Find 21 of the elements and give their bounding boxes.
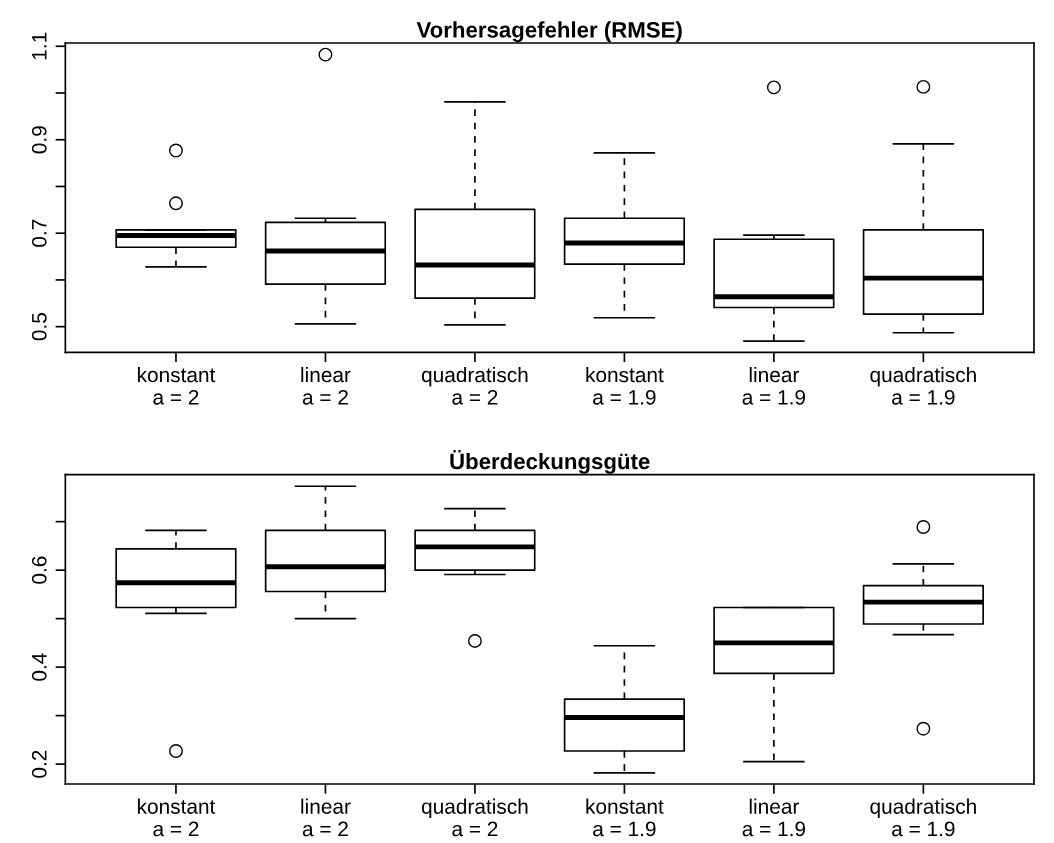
x-tick-label: konstant a = 2 [137, 798, 216, 837]
x-tick-label: linear a = 1.9 [742, 798, 806, 837]
chart-title: Überdeckungsgüte [450, 450, 650, 474]
x-tick-label: linear a = 2 [301, 366, 351, 405]
x-tick-label: quadratisch a = 2 [421, 366, 528, 405]
y-tick-label: 1.1 [32, 32, 47, 60]
y-tick-label: 0.2 [31, 750, 47, 778]
y-tick-label: 0.7 [31, 219, 47, 247]
x-tick-label: konstant a = 2 [137, 366, 216, 405]
x-tick-label: quadratisch a = 1.9 [870, 798, 976, 837]
y-tick-label: 0.6 [31, 556, 47, 584]
x-tick-label: quadratisch a = 1.9 [870, 366, 976, 405]
x-tick-label: linear a = 2 [301, 798, 351, 837]
y-tick-label: 0.5 [31, 313, 47, 341]
y-tick-label: 0.4 [31, 653, 47, 681]
y-tick-label: 0.9 [31, 126, 47, 154]
x-tick-label: konstant a = 1.9 [586, 798, 664, 837]
x-tick-label: quadratisch a = 2 [421, 798, 528, 837]
chart-title: Vorhersagefehler (RMSE) [416, 21, 682, 43]
x-tick-label: konstant a = 1.9 [586, 366, 664, 405]
x-tick-label: linear a = 1.9 [742, 366, 806, 405]
